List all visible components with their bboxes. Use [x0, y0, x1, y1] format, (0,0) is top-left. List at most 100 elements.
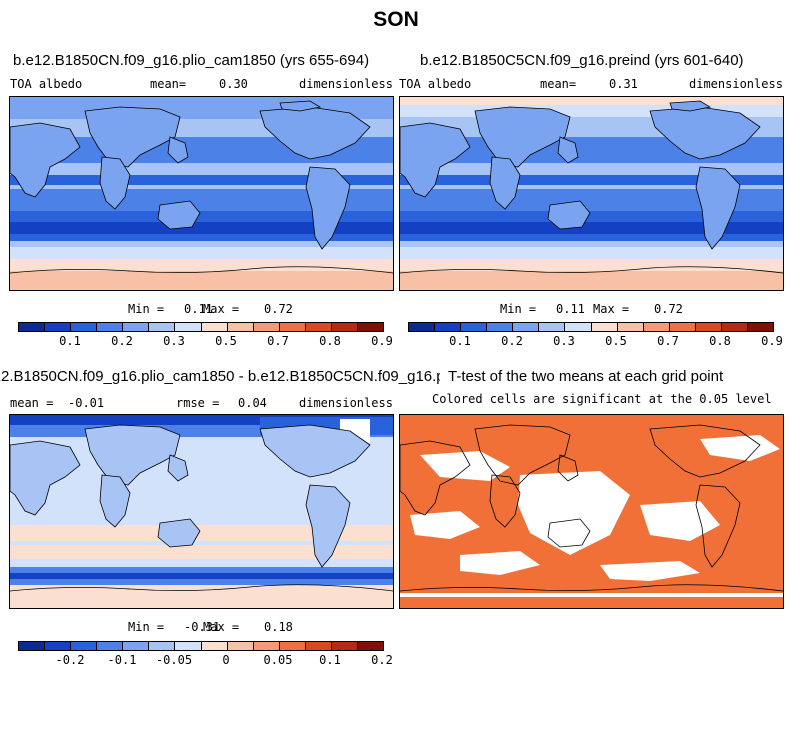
map-panel-bottom-right: [399, 414, 784, 609]
colorbar-box: [487, 323, 514, 331]
colorbar-box: [409, 323, 436, 331]
colorbar-ticks-top-left: 0.1 0.2 0.3 0.5 0.7 0.8 0.9: [18, 334, 393, 348]
colorbar-tick-label: 0.05: [263, 653, 293, 667]
colorbar-tick-label: 0.7: [657, 334, 679, 348]
colorbar-box: [201, 642, 228, 650]
colorbar-box: [305, 642, 332, 650]
colorbar-box: [97, 642, 124, 650]
colorbar-box: [279, 642, 306, 650]
mean-value-top-left: 0.30: [219, 77, 248, 91]
colorbar-box: [331, 323, 359, 331]
colorbar-tick-label: 0.7: [267, 334, 289, 348]
map-panel-top-right: [399, 96, 784, 291]
ttest-map-bottom-right: [400, 415, 783, 608]
albedo-map-top-left: [10, 97, 393, 290]
variable-label-top-left: TOA albedo: [10, 77, 83, 91]
mean-label-top-left: mean=: [150, 77, 187, 91]
colorbar-box: [565, 323, 592, 331]
colorbar-box: [721, 323, 749, 331]
colorbar-tick-label: 0.5: [215, 334, 237, 348]
colorbar-tick-label: 0: [222, 653, 230, 667]
colorbar-box: [97, 323, 124, 331]
colorbar-ticks-bottom-left: -0.2 -0.1 -0.05 0 0.05 0.1 0.2: [18, 653, 393, 667]
mean-value-bottom-left: -0.01: [68, 396, 105, 410]
rmse-label-bottom-left: rmse =: [176, 396, 220, 410]
mean-label-top-right: mean=: [540, 77, 577, 91]
colorbar-box: [227, 642, 254, 650]
max-label-top-left: Max =: [203, 302, 240, 316]
colorbar-tick-label: 0.2: [501, 334, 523, 348]
colorbar-box: [279, 323, 306, 331]
colorbar-tick-label: 0.1: [59, 334, 81, 348]
colorbar-box: [358, 642, 384, 650]
colorbar-box: [253, 642, 280, 650]
min-value-top-right: 0.11: [556, 302, 585, 316]
max-value-bottom-left: 0.18: [264, 620, 293, 634]
mean-value-top-right: 0.31: [609, 77, 638, 91]
panel-title-bottom-left: b.e12.B1850CN.f09_g16.plio_cam1850 - b.e…: [0, 368, 440, 385]
map-panel-bottom-left: [9, 414, 394, 609]
map-panel-top-left: [9, 96, 394, 291]
panel-title-top-left: b.e12.B1850CN.f09_g16.plio_cam1850 (yrs …: [13, 52, 370, 69]
colorbar-tick-label: 0.9: [371, 334, 393, 348]
colorbar-tick-label: 0.9: [761, 334, 783, 348]
panel-title-top-right: b.e12.B1850C5CN.f09_g16.preind (yrs 601-…: [420, 52, 744, 69]
units-bottom-left: dimensionless: [299, 396, 393, 410]
min-value-top-left: 0.11: [184, 302, 213, 316]
colorbar-tick-label: 0.3: [553, 334, 575, 348]
colorbar-tick-label: -0.2: [55, 653, 85, 667]
colorbar-ticks-top-right: 0.1 0.2 0.3 0.5 0.7 0.8 0.9: [408, 334, 783, 348]
colorbar-box: [45, 323, 72, 331]
min-label-bottom-left: Min =: [128, 620, 165, 634]
albedo-map-top-right: [400, 97, 783, 290]
min-label-top-left: Min =: [128, 302, 165, 316]
max-value-top-right: 0.72: [654, 302, 683, 316]
colorbar-tick-label: 0.2: [371, 653, 393, 667]
max-value-top-left: 0.72: [264, 302, 293, 316]
colorbar-box: [513, 323, 540, 331]
colorbar-box: [201, 323, 228, 331]
colorbar-tick-label: 0.1: [319, 653, 341, 667]
colorbar-box: [19, 323, 46, 331]
colorbar-box: [175, 323, 202, 331]
colorbar-box: [253, 323, 280, 331]
min-label-top-right: Min =: [500, 302, 537, 316]
units-top-right: dimensionless: [689, 77, 783, 91]
colorbar-top-left: [18, 322, 384, 332]
colorbar-tick-label: 0.8: [319, 334, 341, 348]
colorbar-box: [227, 323, 254, 331]
colorbar-box: [123, 642, 150, 650]
colorbar-box: [19, 642, 46, 650]
rmse-value-bottom-left: 0.04: [238, 396, 267, 410]
max-label-bottom-left: Max =: [203, 620, 240, 634]
colorbar-tick-label: 0.3: [163, 334, 185, 348]
units-top-left: dimensionless: [299, 77, 393, 91]
min-value-bottom-left: -0.31: [184, 620, 221, 634]
colorbar-tick-label: -0.1: [107, 653, 137, 667]
colorbar-box: [71, 323, 98, 331]
colorbar-box: [695, 323, 722, 331]
colorbar-box: [305, 323, 332, 331]
colorbar-box: [71, 642, 98, 650]
colorbar-box: [617, 323, 644, 331]
colorbar-tick-label: 0.5: [605, 334, 627, 348]
colorbar-box: [643, 323, 670, 331]
panel-title-clip-bottom-left: b.e12.B1850CN.f09_g16.plio_cam1850 - b.e…: [0, 368, 440, 388]
colorbar-tick-label: 0.8: [709, 334, 731, 348]
mean-label-bottom-left: mean =: [10, 396, 54, 410]
max-label-top-right: Max =: [593, 302, 630, 316]
colorbar-box: [123, 323, 150, 331]
colorbar-box: [669, 323, 696, 331]
colorbar-bottom-left: [18, 641, 384, 651]
figure-title: SON: [373, 8, 419, 31]
colorbar-box: [748, 323, 774, 331]
colorbar-box: [591, 323, 618, 331]
colorbar-box: [539, 323, 566, 331]
colorbar-box: [175, 642, 202, 650]
colorbar-box: [358, 323, 384, 331]
colorbar-box: [331, 642, 359, 650]
colorbar-box: [149, 642, 176, 650]
difference-map-bottom-left: [10, 415, 393, 608]
colorbar-box: [149, 323, 176, 331]
colorbar-top-right: [408, 322, 774, 332]
